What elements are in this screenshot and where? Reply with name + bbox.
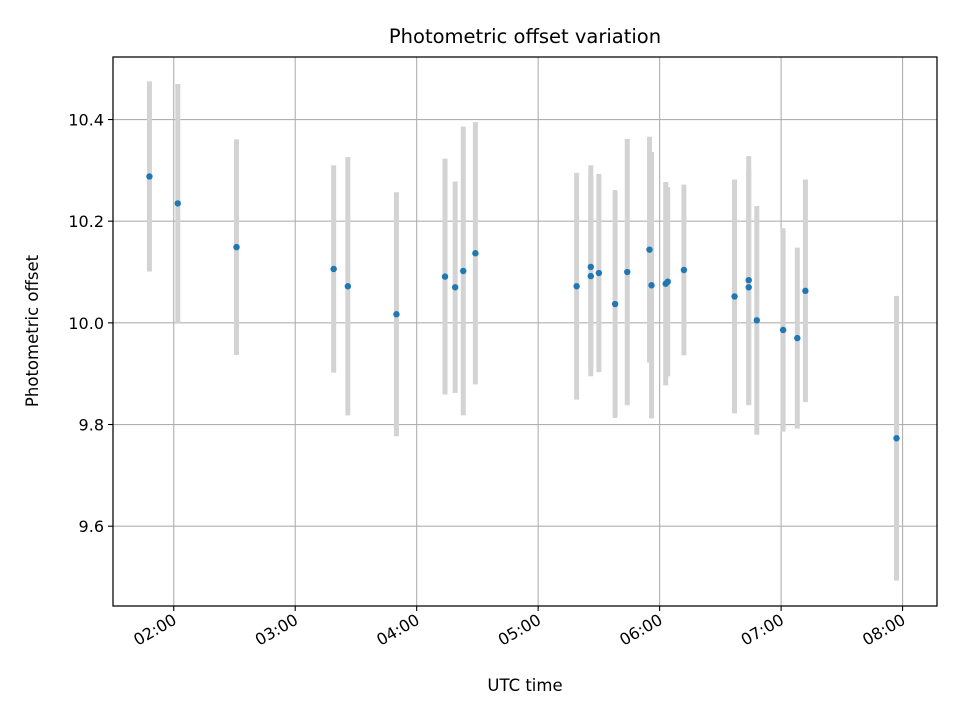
data-point	[587, 263, 594, 271]
data-point	[893, 435, 900, 442]
data-point	[779, 326, 787, 334]
data-point	[611, 300, 619, 308]
data-point	[680, 266, 688, 274]
data-point	[753, 317, 761, 324]
data-point	[731, 293, 738, 300]
data-point	[451, 284, 459, 291]
chart-title: Photometric offset variation	[389, 25, 661, 48]
data-point	[794, 334, 801, 342]
data-point	[146, 173, 153, 180]
data-point	[587, 272, 594, 280]
y-tick-label: 9.6	[79, 517, 104, 536]
y-tick-label: 9.8	[79, 416, 104, 435]
data-point	[174, 200, 181, 207]
data-point	[573, 283, 580, 290]
plot-frame	[112, 56, 938, 607]
data-point	[441, 273, 449, 280]
data-point	[460, 267, 467, 275]
data-point	[664, 278, 671, 285]
data-point	[595, 269, 603, 277]
y-tick-label: 10.4	[68, 111, 104, 130]
data-point	[330, 265, 337, 273]
data-point	[745, 284, 752, 291]
x-axis-label: UTC time	[487, 676, 562, 695]
data-point	[344, 283, 352, 290]
data-point	[745, 276, 752, 284]
data-point	[472, 250, 479, 257]
y-axis-ticks: 9.6 9.8 10.0 10.2 10.4	[68, 111, 113, 536]
y-tick-label: 10.2	[68, 212, 104, 231]
data-point	[802, 287, 809, 295]
data-point	[624, 268, 631, 276]
data-point	[393, 311, 400, 318]
data-point	[648, 282, 655, 289]
data-point	[646, 246, 653, 253]
data-point	[233, 243, 240, 251]
y-tick-label: 10.0	[68, 314, 104, 333]
data-points	[146, 173, 900, 442]
y-axis-label: Photometric offset	[23, 254, 42, 407]
